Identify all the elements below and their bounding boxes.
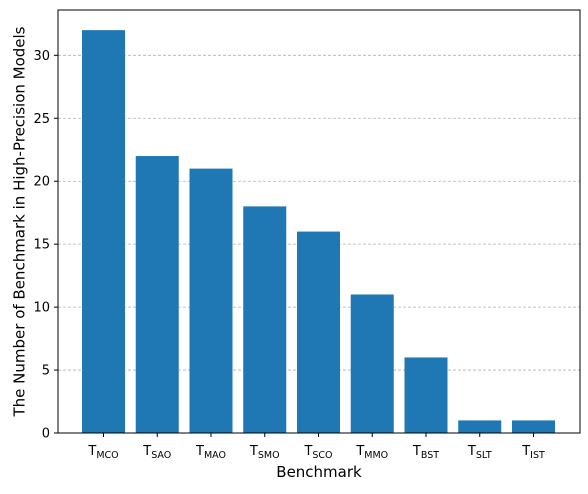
y-axis-title: The Number of Benchmark in High-Precisio… [11,26,29,417]
x-tick-label-subscript: SLT [476,450,492,461]
x-tick-label-subscript: MAO [204,450,226,461]
x-tick-label-base: T [412,444,421,459]
x-tick-label-subscript: SAO [151,450,171,461]
bar-mao [189,168,233,433]
bar-bst [404,357,448,433]
x-tick-label-subscript: MCO [96,450,118,461]
x-tick-label-subscript: BST [421,450,439,461]
x-tick-label: TIST [521,444,545,461]
x-tick-label: TSAO [142,444,171,461]
x-tick-label-subscript: IST [530,450,545,461]
bar-sao [135,156,179,434]
y-axis: 0 5 10 15 20 25 30 [33,49,58,442]
x-tick-label-base: T [249,444,258,459]
y-tick-label: 5 [42,364,50,379]
x-tick-label-base: T [467,444,476,459]
x-tick-label-base: T [142,444,151,459]
y-tick-label: 15 [33,238,50,253]
x-tick-label: TSCO [303,444,332,461]
x-tick-label-base: T [521,444,530,459]
x-tick-label: TMCO [87,444,118,461]
bar-sco [297,231,340,433]
y-tick-label: 25 [33,112,50,127]
x-axis-title: Benchmark [276,463,362,481]
x-tick-label-subscript: SCO [312,450,332,461]
y-tick-label: 0 [42,427,50,442]
x-tick-label: TSMO [249,444,280,461]
x-tick-label: TMAO [195,444,226,461]
bar-ist [512,420,555,433]
x-tick-label: TBST [412,444,439,461]
bar-mmo [350,294,394,433]
x-tick-label: TMMO [355,444,388,461]
x-tick-label-base: T [355,444,364,459]
y-tick-label: 30 [33,49,50,64]
x-tick-label-base: T [195,444,204,459]
bar-smo [243,206,287,433]
x-tick-label-subscript: MMO [364,450,388,461]
x-tick-label-base: T [87,444,96,459]
x-axis: TMCO TSAO TMAO TSMO TSCO TMMO TBST TSLT TIST [87,433,545,461]
y-tick-label: 20 [33,175,50,190]
bar-slt [458,420,502,433]
bar-mco [82,30,125,434]
x-tick-label: TSLT [467,444,492,461]
bars [82,30,555,434]
x-tick-label-base: T [303,444,312,459]
y-tick-label: 10 [33,301,50,316]
x-tick-label-subscript: SMO [258,450,280,461]
